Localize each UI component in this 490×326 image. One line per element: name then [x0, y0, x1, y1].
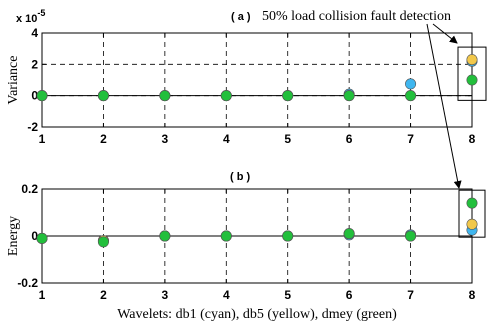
energy-highlight-box — [458, 189, 486, 238]
energy-markers — [36, 197, 478, 248]
arrow-to-variance-box — [432, 23, 458, 44]
variance-panel: -2 0 2 4 1 2 3 4 5 6 7 8 x 10-5 ( a ) 50% load col… — [6, 8, 487, 146]
y-tick-label: 2 — [31, 57, 38, 71]
wavelets-x-axis-label: Wavelets: db1 (cyan), db5 (yellow), dmey… — [117, 307, 397, 322]
x-tick-label: 2 — [100, 288, 107, 302]
data-point — [220, 230, 232, 242]
variance-highlight-box — [457, 46, 487, 101]
x-tick-label: 1 — [39, 132, 46, 146]
variance-panel-label: ( a ) — [231, 11, 251, 23]
x-tick-label: 2 — [100, 132, 107, 146]
data-point — [343, 90, 355, 102]
data-point — [159, 90, 171, 102]
x-tick-label: 6 — [346, 132, 353, 146]
exponent-power: -5 — [37, 8, 45, 18]
data-point — [405, 90, 417, 102]
variance-y-ticks: -2 0 2 4 — [27, 26, 472, 134]
data-point — [466, 218, 478, 230]
data-point — [97, 236, 109, 248]
data-point — [466, 54, 478, 66]
energy-panel-label: ( b ) — [230, 171, 250, 183]
x-tick-label: 4 — [223, 132, 230, 146]
energy-y-ticks: -0.2 0 0.2 — [17, 182, 472, 290]
data-point — [36, 232, 48, 244]
x-tick-label: 3 — [162, 132, 169, 146]
data-point — [405, 78, 417, 90]
fault-detection-annotation: 50% load collision fault detection — [262, 9, 451, 24]
x-tick-label: 5 — [284, 288, 291, 302]
annotation-arrows — [426, 23, 462, 189]
variance-x-ticks: 1 2 3 4 5 6 7 8 — [39, 33, 476, 146]
data-point — [97, 90, 109, 102]
arrow-to-energy-box — [426, 23, 462, 189]
energy-panel: -0.2 0 0.2 1 2 3 4 5 6 7 8 ( b ) Energy Wavelets:… — [6, 171, 486, 322]
data-point — [282, 230, 294, 242]
data-point — [466, 74, 478, 86]
x-tick-label: 7 — [407, 288, 414, 302]
data-point — [405, 230, 417, 242]
x-tick-label: 7 — [407, 132, 414, 146]
energy-x-ticks: 1 2 3 4 5 6 7 8 — [39, 189, 476, 302]
data-point — [159, 230, 171, 242]
x-tick-label: 5 — [284, 132, 291, 146]
data-point — [282, 90, 294, 102]
y-tick-label: 0 — [31, 229, 38, 243]
y-tick-label: 0.2 — [21, 182, 38, 196]
exponent-base: x 10 — [16, 13, 37, 25]
data-point — [220, 90, 232, 102]
y-tick-label: 0 — [31, 89, 38, 103]
x-tick-label: 8 — [469, 288, 476, 302]
data-point — [466, 197, 478, 209]
x-tick-label: 8 — [469, 132, 476, 146]
energy-y-axis-label: Energy — [6, 216, 21, 256]
x-tick-label: 1 — [39, 288, 46, 302]
variance-y-axis-label: Variance — [6, 56, 21, 105]
variance-markers — [36, 54, 478, 102]
data-point — [343, 228, 355, 240]
y-tick-label: -0.2 — [17, 276, 38, 290]
x-tick-label: 6 — [346, 288, 353, 302]
x-tick-label: 3 — [162, 288, 169, 302]
y-tick-label: -2 — [27, 120, 38, 134]
data-point — [36, 90, 48, 102]
x-tick-label: 4 — [223, 288, 230, 302]
variance-exponent-label: x 10-5 — [16, 8, 45, 25]
y-tick-label: 4 — [31, 26, 38, 40]
